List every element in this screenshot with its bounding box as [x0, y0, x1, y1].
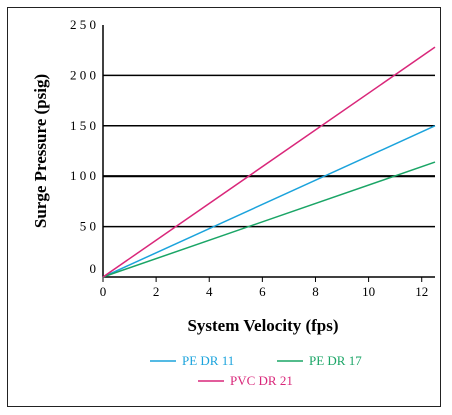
y-tick-label: 5 0: [80, 219, 96, 234]
x-tick-label: 10: [362, 284, 375, 299]
chart-frame: [7, 7, 441, 407]
series-line-pvc-dr-21: [102, 46, 436, 278]
x-tick-label: 12: [415, 284, 428, 299]
x-tick-label: 6: [259, 284, 266, 299]
y-axis-title: Surge Pressure (psig): [31, 74, 50, 228]
legend-label-pvc-dr-21: PVC DR 21: [230, 373, 293, 388]
legend-label-pe-dr-11: PE DR 11: [182, 353, 234, 368]
y-tick-label: 1 5 0: [70, 118, 96, 133]
series-line-pe-dr-17: [102, 161, 436, 278]
x-tick-label: 4: [206, 284, 213, 299]
x-axis-title: System Velocity (fps): [187, 316, 338, 335]
y-tick-label: 0: [90, 261, 97, 276]
y-tick-label: 1 0 0: [70, 168, 96, 183]
x-tick-label: 8: [312, 284, 319, 299]
y-tick-label: 2 5 0: [70, 17, 96, 32]
legend-label-pe-dr-17: PE DR 17: [309, 353, 362, 368]
x-tick-label: 2: [153, 284, 160, 299]
x-tick-label: 0: [100, 284, 107, 299]
y-tick-label: 2 0 0: [70, 67, 96, 82]
series-line-pe-dr-11: [102, 125, 436, 278]
